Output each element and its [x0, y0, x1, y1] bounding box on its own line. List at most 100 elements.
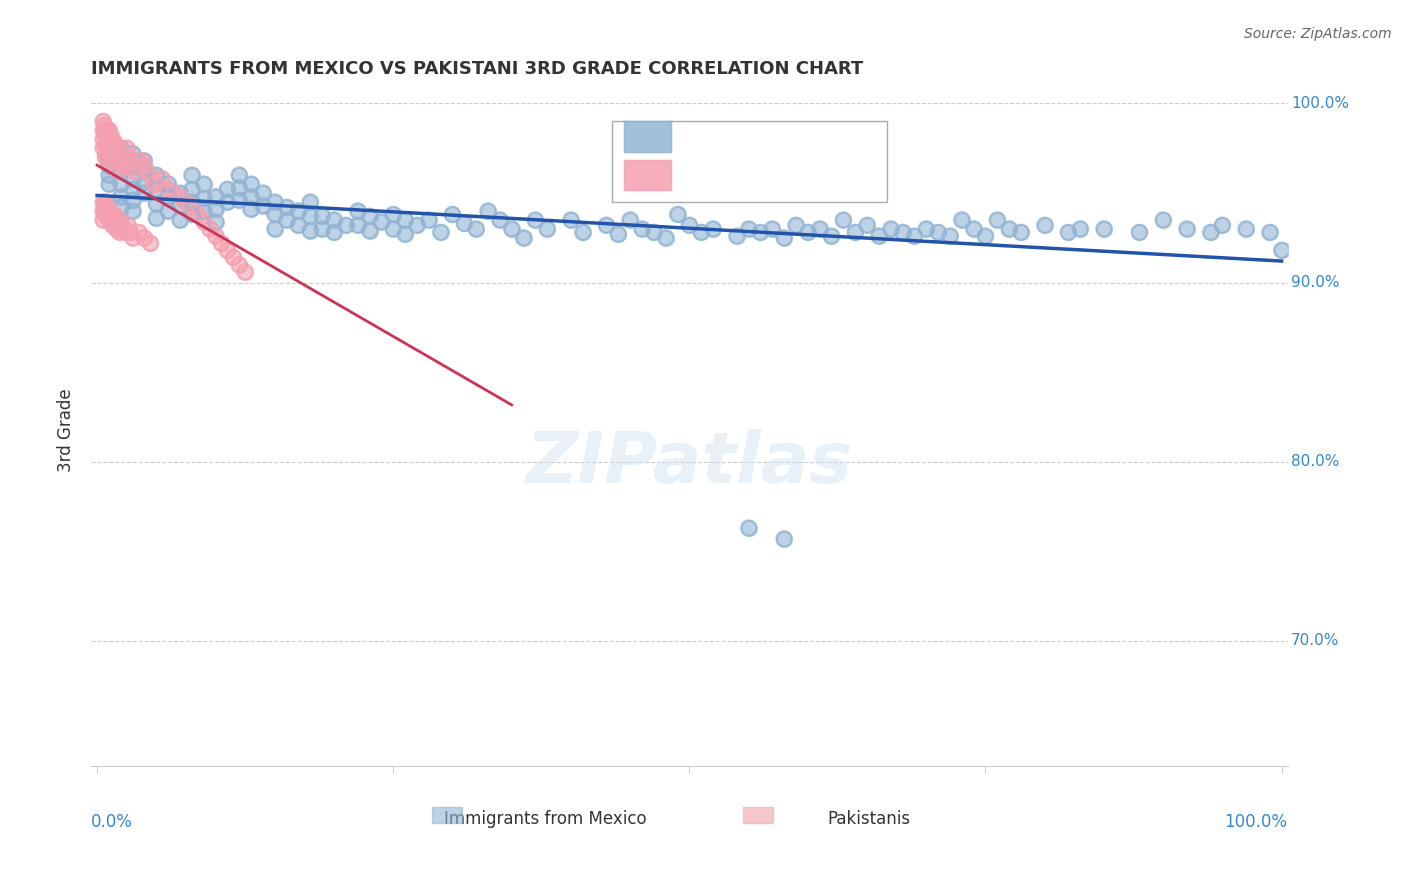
Point: [1092, 222, 1115, 236]
Point: [124, 164, 146, 178]
Point: [121, 203, 143, 218]
Point: [1057, 226, 1080, 240]
Point: [115, 141, 138, 155]
Point: [121, 159, 143, 173]
Point: [100, 153, 122, 168]
Point: [112, 153, 135, 168]
Point: [108, 226, 131, 240]
Point: [134, 164, 156, 178]
Point: [104, 148, 127, 162]
Point: [101, 148, 124, 162]
Point: [110, 141, 132, 155]
Point: [114, 226, 136, 240]
Point: [107, 153, 129, 168]
Point: [228, 168, 250, 182]
Point: [962, 222, 984, 236]
Point: [524, 212, 547, 227]
Point: [868, 229, 890, 244]
Point: [121, 193, 143, 207]
Point: [429, 226, 451, 240]
Point: [103, 153, 125, 168]
Point: [276, 212, 298, 227]
Point: [110, 153, 132, 168]
Point: [222, 251, 245, 265]
Point: [117, 159, 139, 173]
Point: [97, 159, 120, 173]
Point: [91, 203, 114, 218]
Point: [180, 200, 202, 214]
Point: [157, 189, 180, 203]
Point: [287, 203, 309, 218]
Point: [121, 203, 143, 218]
Point: [112, 153, 135, 168]
Point: [927, 226, 949, 240]
Point: [240, 189, 263, 203]
Point: [1211, 218, 1233, 232]
Point: [114, 226, 136, 240]
Point: [263, 194, 285, 209]
Point: [690, 226, 713, 240]
Point: [263, 207, 285, 221]
Point: [252, 198, 274, 212]
Point: [1271, 244, 1294, 258]
Point: [97, 141, 120, 155]
Point: [524, 212, 547, 227]
Point: [93, 118, 115, 132]
Point: [1057, 226, 1080, 240]
Point: [105, 211, 128, 225]
Point: [263, 194, 285, 209]
Point: [163, 186, 186, 200]
Point: [429, 226, 451, 240]
Point: [96, 123, 118, 137]
Point: [180, 207, 202, 221]
Point: [785, 218, 807, 232]
Point: [488, 212, 510, 227]
Point: [418, 212, 440, 227]
Point: [110, 141, 132, 155]
Point: [91, 141, 114, 155]
Point: [114, 159, 136, 173]
Point: [96, 123, 118, 137]
Point: [121, 171, 143, 186]
Point: [110, 153, 132, 168]
Point: [117, 159, 139, 173]
Point: [110, 214, 132, 228]
Point: [97, 136, 120, 150]
Point: [1234, 222, 1257, 236]
Point: [180, 182, 202, 196]
Point: [121, 146, 143, 161]
Point: [453, 216, 475, 230]
Point: [228, 258, 250, 272]
Point: [217, 244, 239, 258]
Point: [157, 189, 180, 203]
Text: 0.0%: 0.0%: [91, 814, 134, 831]
Point: [204, 189, 226, 203]
Point: [96, 148, 118, 162]
Point: [252, 186, 274, 200]
Point: [950, 212, 973, 227]
Point: [101, 148, 124, 162]
Point: [382, 207, 405, 221]
Point: [228, 180, 250, 194]
Point: [110, 141, 132, 155]
Point: [240, 202, 263, 216]
Point: [94, 194, 117, 209]
Point: [110, 200, 132, 214]
Point: [97, 123, 120, 137]
Point: [346, 218, 368, 232]
Point: [134, 159, 156, 173]
Point: [1010, 226, 1032, 240]
Point: [631, 222, 654, 236]
Point: [1033, 218, 1056, 232]
Point: [145, 177, 167, 191]
Point: [120, 153, 142, 168]
Point: [217, 194, 239, 209]
Point: [96, 136, 118, 150]
Point: [607, 227, 630, 242]
Point: [107, 164, 129, 178]
Point: [105, 222, 128, 236]
Text: Source: ZipAtlas.com: Source: ZipAtlas.com: [1244, 27, 1392, 41]
Point: [263, 222, 285, 236]
Point: [100, 128, 122, 143]
Point: [311, 209, 333, 223]
